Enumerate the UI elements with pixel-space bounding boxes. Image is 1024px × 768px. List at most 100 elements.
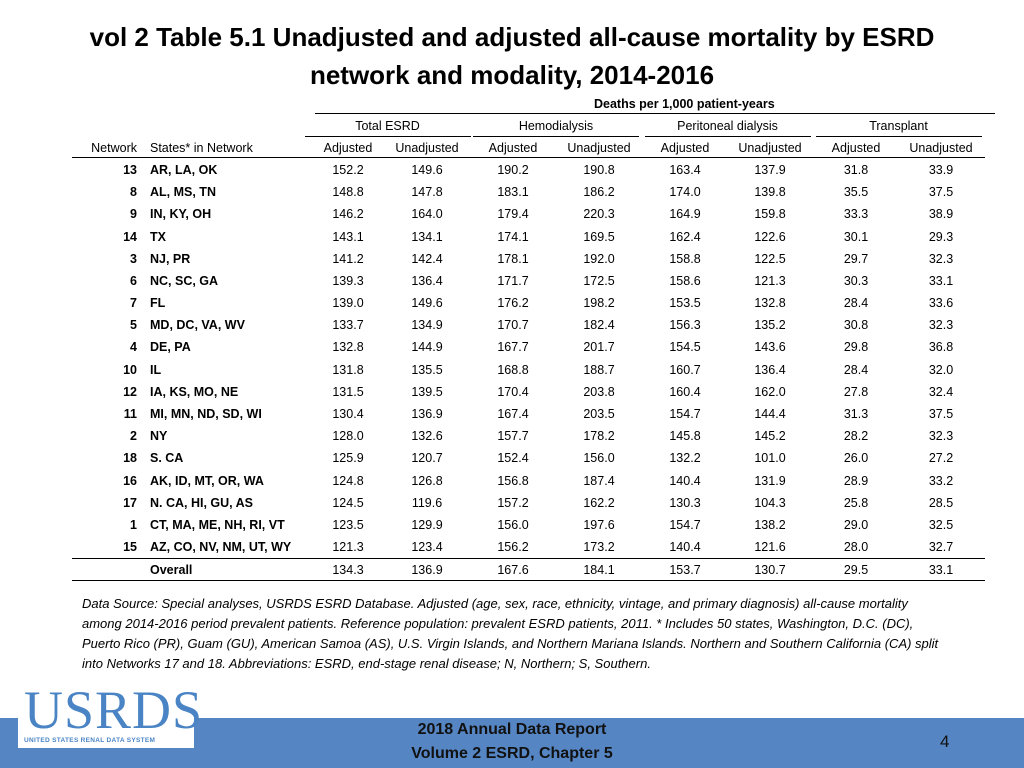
report-chapter: Volume 2 ESRD, Chapter 5 <box>411 745 613 762</box>
cell-value: 29.0 <box>843 517 869 532</box>
report-title: 2018 Annual Data Report <box>417 721 607 738</box>
states: FL <box>150 296 166 311</box>
cell-value: 171.7 <box>497 273 529 288</box>
column-header: Adjusted <box>488 141 538 155</box>
network: 18 <box>123 451 137 466</box>
cell-value: 130.3 <box>669 495 701 510</box>
cell-value: 33.9 <box>928 163 954 177</box>
cell-value: 167.7 <box>497 340 529 355</box>
cell-value: 144.4 <box>754 406 786 421</box>
cell-value: 170.4 <box>497 384 529 399</box>
cell-value: 153.5 <box>669 296 701 311</box>
cell-value: 190.2 <box>497 163 529 177</box>
cell-value: 32.4 <box>928 384 954 399</box>
cell-value: 25.8 <box>843 495 869 510</box>
network: 4 <box>130 340 137 355</box>
column-header: Adjusted <box>831 141 881 155</box>
cell-value: 162.4 <box>669 229 701 244</box>
cell-value: 36.8 <box>928 340 954 355</box>
cell-value: 178.1 <box>497 251 529 266</box>
cell-value: 192.0 <box>583 251 615 266</box>
cell-value: 134.1 <box>411 229 443 244</box>
states: CT, MA, ME, NH, RI, VT <box>150 517 285 532</box>
cell-value: 188.7 <box>583 362 615 377</box>
logo-subtitle: UNITED STATES RENAL DATA SYSTEM <box>24 737 156 744</box>
network: 11 <box>123 406 137 421</box>
cell-value: 162.2 <box>583 495 615 510</box>
cell-value: 183.1 <box>497 185 529 200</box>
cell-value: 140.4 <box>669 540 701 555</box>
cell-value: 134.3 <box>332 563 364 578</box>
cell-value: 143.1 <box>332 229 364 244</box>
states: DE, PA <box>150 340 191 355</box>
cell-value: 132.8 <box>332 340 364 355</box>
rule <box>815 136 982 137</box>
cell-value: 176.2 <box>497 296 529 311</box>
cell-value: 27.8 <box>843 384 869 399</box>
cell-value: 144.9 <box>411 340 443 355</box>
cell-value: 32.5 <box>928 517 954 532</box>
cell-value: 154.5 <box>669 340 701 355</box>
cell-value: 170.7 <box>497 318 529 333</box>
network: 7 <box>130 296 137 311</box>
cell-value: 35.5 <box>843 185 869 200</box>
cell-value: 186.2 <box>583 185 615 200</box>
column-header: Adjusted <box>660 141 710 155</box>
cell-value: 174.1 <box>497 229 529 244</box>
cell-value: 158.6 <box>669 273 701 288</box>
cell-value: 135.5 <box>411 362 443 377</box>
cell-value: 160.4 <box>669 384 701 399</box>
cell-value: 123.4 <box>411 540 443 555</box>
rule <box>72 157 985 158</box>
states: MI, MN, ND, SD, WI <box>150 406 262 421</box>
network: 12 <box>123 384 137 399</box>
cell-value: 163.4 <box>669 163 701 177</box>
cell-value: 197.6 <box>583 517 615 532</box>
cell-value: 28.2 <box>843 429 869 444</box>
cell-value: 142.4 <box>411 251 443 266</box>
cell-value: 135.2 <box>754 318 786 333</box>
cell-value: 31.8 <box>843 163 869 177</box>
network: 6 <box>130 273 137 288</box>
states: AR, LA, OK <box>150 163 218 177</box>
states: AZ, CO, NV, NM, UT, WY <box>150 540 292 555</box>
cell-value: 132.6 <box>411 429 443 444</box>
cell-value: 28.4 <box>843 362 869 377</box>
cell-value: 152.4 <box>497 451 529 466</box>
column-header: Unadjusted <box>909 141 973 155</box>
states: AL, MS, TN <box>150 185 216 200</box>
cell-value: 169.5 <box>583 229 615 244</box>
cell-value: 160.7 <box>669 362 701 377</box>
cell-value: 154.7 <box>669 517 701 532</box>
cell-value: 136.9 <box>411 563 443 578</box>
cell-value: 145.8 <box>669 429 701 444</box>
cell-value: 157.7 <box>497 429 529 444</box>
cell-value: 158.8 <box>669 251 701 266</box>
cell-value: 27.2 <box>928 451 954 466</box>
cell-value: 26.0 <box>843 451 869 466</box>
column-header: Unadjusted <box>567 141 631 155</box>
cell-value: 139.0 <box>332 296 364 311</box>
group-header: Peritoneal dialysis <box>677 119 778 133</box>
cell-value: 136.9 <box>411 406 443 421</box>
cell-value: 37.5 <box>928 406 954 421</box>
cell-value: 149.6 <box>411 296 443 311</box>
cell-value: 156.0 <box>583 451 615 466</box>
cell-value: 143.6 <box>754 340 786 355</box>
network: 1 <box>130 517 137 532</box>
cell-value: 167.4 <box>497 406 529 421</box>
states: IN, KY, OH <box>150 207 212 222</box>
group-header: Hemodialysis <box>518 119 594 133</box>
states: MD, DC, VA, WV <box>150 318 245 333</box>
network: 8 <box>130 185 137 200</box>
cell-value: 201.7 <box>583 340 615 355</box>
network: 13 <box>123 163 137 177</box>
cell-value: 154.7 <box>669 406 701 421</box>
cell-value: 203.5 <box>583 406 615 421</box>
cell-value: 131.8 <box>332 362 364 377</box>
network: 5 <box>130 318 137 333</box>
network: 15 <box>123 540 137 555</box>
cell-value: 132.8 <box>754 296 786 311</box>
cell-value: 37.5 <box>928 185 954 200</box>
cell-value: 174.0 <box>669 185 701 200</box>
